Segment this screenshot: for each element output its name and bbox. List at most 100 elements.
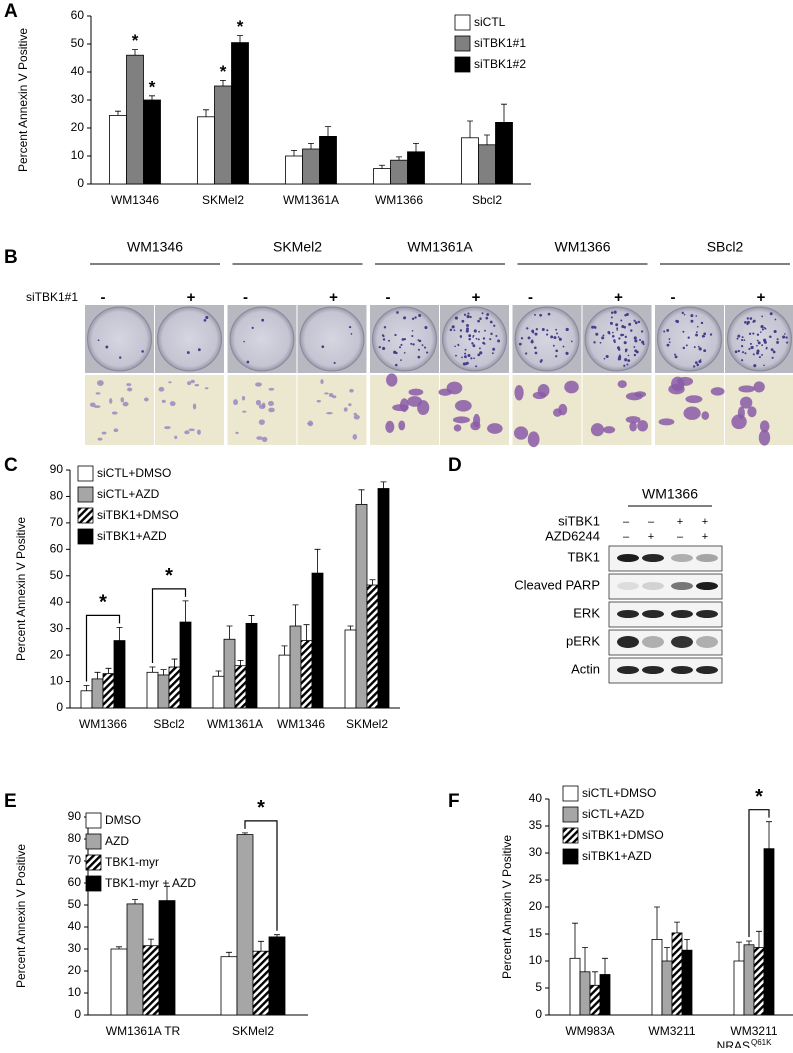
cell-cluster <box>537 383 550 398</box>
cell-cluster <box>316 399 321 403</box>
condition-sign: - <box>101 289 106 306</box>
colony <box>453 329 456 332</box>
colony <box>627 354 630 357</box>
bar <box>671 932 683 1016</box>
blot-label: ERK <box>573 605 600 620</box>
y-tick-label: 10 <box>71 148 85 162</box>
colony <box>633 336 637 340</box>
colony <box>734 350 738 354</box>
colony <box>412 343 415 346</box>
y-tick-label: 15 <box>529 926 543 940</box>
cell-cluster <box>625 416 641 424</box>
colony <box>633 353 637 357</box>
bar <box>289 625 302 709</box>
colony <box>333 361 336 364</box>
colony <box>565 351 569 355</box>
bar <box>366 584 379 709</box>
colony <box>534 313 536 316</box>
cell-cluster <box>658 418 675 426</box>
cell-cluster <box>399 398 409 413</box>
colony <box>752 332 755 335</box>
bar <box>168 666 181 709</box>
error-bar <box>94 671 101 679</box>
colony <box>637 320 641 324</box>
colony <box>639 339 642 342</box>
colony <box>769 335 772 339</box>
x-tick-label: SKMel2 <box>232 1024 274 1038</box>
colony <box>466 327 469 331</box>
colony <box>518 342 522 346</box>
colony <box>624 350 627 353</box>
cell-line-label: WM1366 <box>642 486 698 502</box>
legend-swatch <box>85 833 102 850</box>
legend-label: siTBK1+AZD <box>97 529 167 543</box>
colony <box>623 364 626 367</box>
bar <box>355 503 368 709</box>
colony <box>748 332 752 335</box>
colony <box>461 356 463 359</box>
colony <box>418 339 422 343</box>
cell-cluster <box>590 423 605 437</box>
bar <box>373 168 391 185</box>
cell-cluster <box>353 412 357 416</box>
colony <box>478 347 481 350</box>
colony <box>772 350 776 354</box>
colony <box>497 339 501 343</box>
legend-swatch <box>77 528 94 545</box>
colony <box>475 365 478 368</box>
colony <box>763 340 767 344</box>
cell-cluster <box>343 407 348 412</box>
significance-star: * <box>149 77 156 96</box>
legend-label: siTBK1+DMSO <box>582 828 664 842</box>
treatment-sign: + <box>648 531 654 543</box>
cell-cluster <box>739 396 753 409</box>
colony <box>756 339 759 342</box>
colony <box>698 359 702 364</box>
plate <box>727 306 792 372</box>
colony <box>773 329 777 334</box>
cell-cluster <box>256 436 263 440</box>
colony <box>383 326 387 329</box>
micrograph <box>582 375 652 445</box>
colony <box>703 349 707 353</box>
colony <box>495 334 498 337</box>
colony <box>197 348 201 352</box>
colony <box>321 345 325 349</box>
y-tick-label: 5 <box>535 980 542 994</box>
x-tick-label: WM1366 <box>375 193 423 207</box>
cell-cluster <box>143 397 149 402</box>
legend-swatch <box>454 56 471 73</box>
colony <box>535 328 538 331</box>
treatment-sign: – <box>677 531 684 543</box>
colony <box>610 311 614 314</box>
colony <box>382 335 385 338</box>
y-tick-label: 40 <box>50 594 64 608</box>
y-tick-label: 70 <box>68 853 82 867</box>
colony <box>693 346 696 349</box>
cell-cluster <box>331 395 337 399</box>
band <box>642 582 664 590</box>
colony <box>741 351 745 354</box>
error-bar <box>203 109 209 117</box>
colony <box>591 325 595 329</box>
cell-line-label: WM1361A <box>407 239 473 255</box>
colony <box>601 336 605 340</box>
band <box>617 610 639 618</box>
cell-cluster <box>120 397 125 403</box>
panel-label: A <box>4 1 18 22</box>
colony <box>186 351 190 354</box>
cell-cluster <box>158 386 165 392</box>
colony <box>485 316 489 320</box>
legend-swatch <box>85 875 102 892</box>
colony <box>699 359 702 361</box>
bar <box>126 54 144 185</box>
colony <box>771 356 774 359</box>
significance-bracket <box>244 820 278 931</box>
panel-label: C <box>4 455 18 476</box>
bar <box>302 148 320 185</box>
cell-cluster <box>553 408 562 417</box>
bar <box>91 678 104 709</box>
colony <box>411 334 414 338</box>
legend-label: DMSO <box>105 813 141 827</box>
colony <box>417 348 420 351</box>
